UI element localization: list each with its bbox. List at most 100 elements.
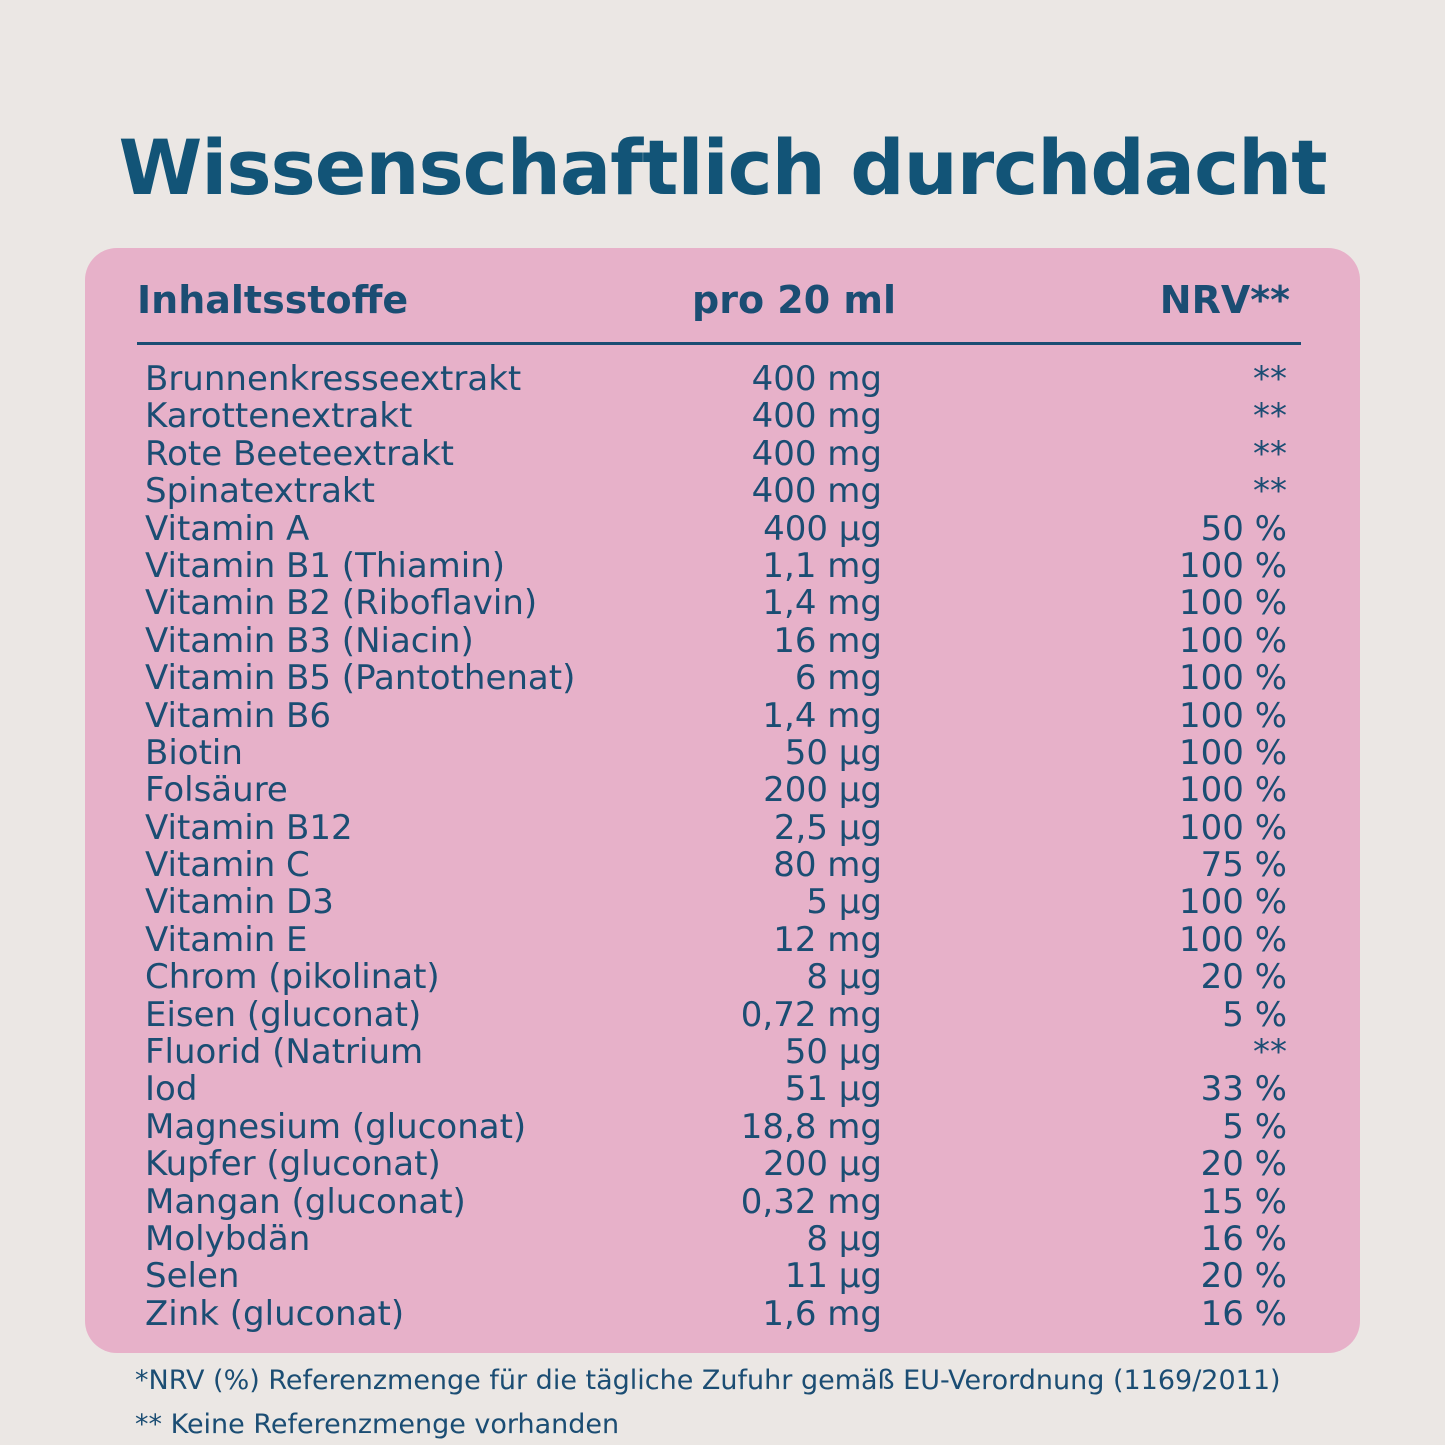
ingredient-amount: 8 µg (806, 1218, 882, 1259)
ingredient-nrv: 100 % (1178, 882, 1287, 923)
table-row: Kupfer (gluconat) 200 µg 20 % (0, 1146, 1445, 1183)
ingredient-amount: 5 µg (806, 882, 882, 923)
table-row: Vitamin A 400 µg 50 % (0, 508, 1445, 549)
ingredient-name: Brunnenkresseextrakt (145, 359, 522, 399)
ingredient-amount: 8 µg (806, 957, 882, 998)
ingredient-amount: 50 µg (784, 732, 882, 773)
ingredient-amount: 12 mg (773, 919, 882, 960)
ingredient-name: Kupfer (gluconat) (145, 1144, 441, 1185)
table-row: Magnesium (gluconat) 18,8 mg 5 % (0, 1106, 1445, 1147)
header-ingredient: Inhaltsstoffe (137, 278, 409, 322)
ingredient-amount: 11 µg (784, 1256, 882, 1297)
ingredient-nrv: 50 % (1200, 508, 1287, 549)
ingredient-nrv: 100 % (1178, 583, 1287, 624)
ingredient-name: Vitamin B2 (Riboflavin) (145, 583, 538, 624)
table-row: Vitamin C 80 mg 75 % (0, 847, 1445, 884)
ingredient-name: Vitamin B6 (145, 695, 332, 736)
ingredient-name: Molybdän (145, 1218, 311, 1259)
ingredient-amount: 0,32 mg (740, 1181, 882, 1222)
ingredient-amount: 16 mg (773, 620, 882, 661)
ingredient-amount: 50 µg (784, 1032, 882, 1073)
ingredient-amount: 1,1 mg (762, 545, 882, 586)
table-row: Folsäure 200 µg 100 % (0, 772, 1445, 809)
table-row: Karottenextrakt 400 mg ** (0, 398, 1445, 435)
ingredient-name: Vitamin C (145, 845, 310, 886)
ingredient-name: Zink (gluconat) (145, 1293, 405, 1334)
ingredient-nrv: 16 % (1200, 1293, 1287, 1334)
header-divider (137, 342, 1301, 345)
ingredient-nrv: 16 % (1200, 1218, 1287, 1259)
ingredient-name: Eisen (gluconat) (145, 994, 422, 1035)
ingredient-nrv: 100 % (1178, 695, 1287, 736)
ingredient-nrv: 15 % (1200, 1181, 1287, 1222)
table-row: Vitamin B12 2,5 µg 100 % (0, 807, 1445, 848)
ingredient-name: Karottenextrakt (145, 396, 413, 437)
ingredient-amount: 400 mg (751, 396, 882, 437)
ingredient-amount: 6 mg (794, 658, 882, 699)
table-row: Iod 51 µg 33 % (0, 1071, 1445, 1108)
table-row: Vitamin B1 (Thiamin) 1,1 mg 100 % (0, 545, 1445, 586)
ingredient-amount: 1,4 mg (762, 695, 882, 736)
table-row: Rote Beeteextrakt 400 mg ** (0, 433, 1445, 474)
ingredient-nrv: 5 % (1222, 994, 1287, 1035)
ingredient-amount: 1,6 mg (762, 1293, 882, 1334)
ingredient-nrv: 20 % (1200, 1256, 1287, 1297)
table-row: Fluorid (Natrium 50 µg ** (0, 1034, 1445, 1071)
ingredient-amount: 200 µg (763, 1144, 882, 1185)
header-amount: pro 20 ml (692, 278, 897, 322)
ingredient-name: Vitamin A (145, 508, 310, 549)
ingredient-amount: 400 mg (751, 433, 882, 474)
ingredient-amount: 2,5 µg (773, 807, 882, 848)
ingredient-nrv: ** (1253, 433, 1287, 474)
ingredient-name: Vitamin B12 (145, 807, 353, 848)
ingredient-nrv: 100 % (1178, 545, 1287, 586)
ingredient-name: Vitamin D3 (145, 882, 334, 923)
ingredient-amount: 400 µg (763, 508, 882, 549)
table-row: Chrom (pikolinat) 8 µg 20 % (0, 959, 1445, 996)
ingredient-list: Brunnenkresseextrakt 400 mg ** Karottenextr… (0, 361, 1445, 1333)
ingredient-name: Chrom (pikolinat) (145, 957, 440, 998)
table-row: Vitamin B5 (Pantothenat) 6 mg 100 % (0, 660, 1445, 697)
page-title: Wissenschaftlich durchdacht (118, 123, 1327, 212)
ingredient-name: Spinatextrakt (145, 471, 375, 512)
ingredient-nrv: ** (1253, 471, 1287, 512)
ingredient-nrv: ** (1253, 1032, 1287, 1073)
table-row: Biotin 50 µg 100 % (0, 732, 1445, 773)
table-row: Vitamin B6 1,4 mg 100 % (0, 695, 1445, 736)
ingredient-nrv: 20 % (1200, 1144, 1287, 1185)
ingredient-nrv: 100 % (1178, 770, 1287, 811)
ingredient-nrv: 75 % (1200, 845, 1287, 886)
ingredient-name: Iod (145, 1069, 198, 1110)
header-nrv: NRV** (1159, 278, 1290, 322)
table-row: Selen 11 µg 20 % (0, 1258, 1445, 1295)
ingredient-nrv: 100 % (1178, 807, 1287, 848)
nutrition-table-card (85, 248, 1360, 1353)
ingredient-nrv: 100 % (1178, 732, 1287, 773)
ingredient-amount: 1,4 mg (762, 583, 882, 624)
ingredient-amount: 400 mg (751, 359, 882, 399)
ingredient-amount: 0,72 mg (740, 994, 882, 1035)
table-row: Eisen (gluconat) 0,72 mg 5 % (0, 994, 1445, 1035)
table-row: Zink (gluconat) 1,6 mg 16 % (0, 1293, 1445, 1334)
ingredient-name: Rote Beeteextrakt (145, 433, 454, 474)
ingredient-amount: 80 mg (773, 845, 882, 886)
ingredient-name: Vitamin B3 (Niacin) (145, 620, 474, 661)
ingredient-name: Mangan (gluconat) (145, 1181, 466, 1222)
table-row: Vitamin E 12 mg 100 % (0, 919, 1445, 960)
ingredient-name: Fluorid (Natrium (145, 1032, 424, 1073)
ingredient-name: Vitamin B5 (Pantothenat) (145, 658, 576, 699)
table-row: Vitamin B3 (Niacin) 16 mg 100 % (0, 620, 1445, 661)
ingredient-nrv: 33 % (1200, 1069, 1287, 1110)
ingredient-amount: 18,8 mg (740, 1106, 882, 1147)
ingredient-name: Biotin (145, 732, 243, 773)
ingredient-nrv: ** (1253, 396, 1287, 437)
table-row: Spinatextrakt 400 mg ** (0, 473, 1445, 510)
table-row: Vitamin D3 5 µg 100 % (0, 884, 1445, 921)
table-row: Mangan (gluconat) 0,32 mg 15 % (0, 1181, 1445, 1222)
ingredient-name: Vitamin B1 (Thiamin) (145, 545, 506, 586)
ingredient-amount: 400 mg (751, 471, 882, 512)
ingredient-nrv: 100 % (1178, 620, 1287, 661)
ingredient-name: Selen (145, 1256, 240, 1297)
ingredient-nrv: 5 % (1222, 1106, 1287, 1147)
ingredient-name: Magnesium (gluconat) (145, 1106, 527, 1147)
